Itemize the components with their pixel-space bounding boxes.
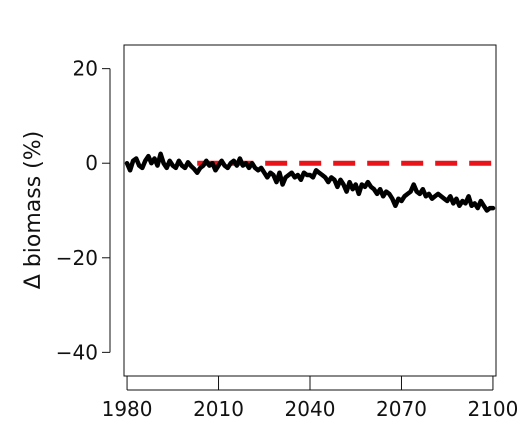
y-tick-label: 20	[73, 57, 98, 81]
x-tick-label: 1980	[102, 397, 153, 421]
x-tick-label: 2070	[376, 397, 427, 421]
y-axis-title: Δ biomass (%)	[21, 131, 46, 289]
y-axis: 20 0 −20 −40	[56, 57, 111, 364]
x-tick-label: 2010	[193, 397, 244, 421]
y-tick-label: −40	[56, 340, 98, 364]
y-tick-label: −20	[56, 246, 98, 270]
series-layer	[124, 151, 496, 213]
y-tick-label: 0	[85, 151, 98, 175]
x-tick-label: 2100	[467, 397, 518, 421]
x-axis: 1980 2010 2040 2070 2100	[102, 376, 518, 421]
plot-frame	[123, 44, 497, 377]
biomass-series-line	[124, 151, 496, 213]
x-tick-label: 2040	[285, 397, 336, 421]
